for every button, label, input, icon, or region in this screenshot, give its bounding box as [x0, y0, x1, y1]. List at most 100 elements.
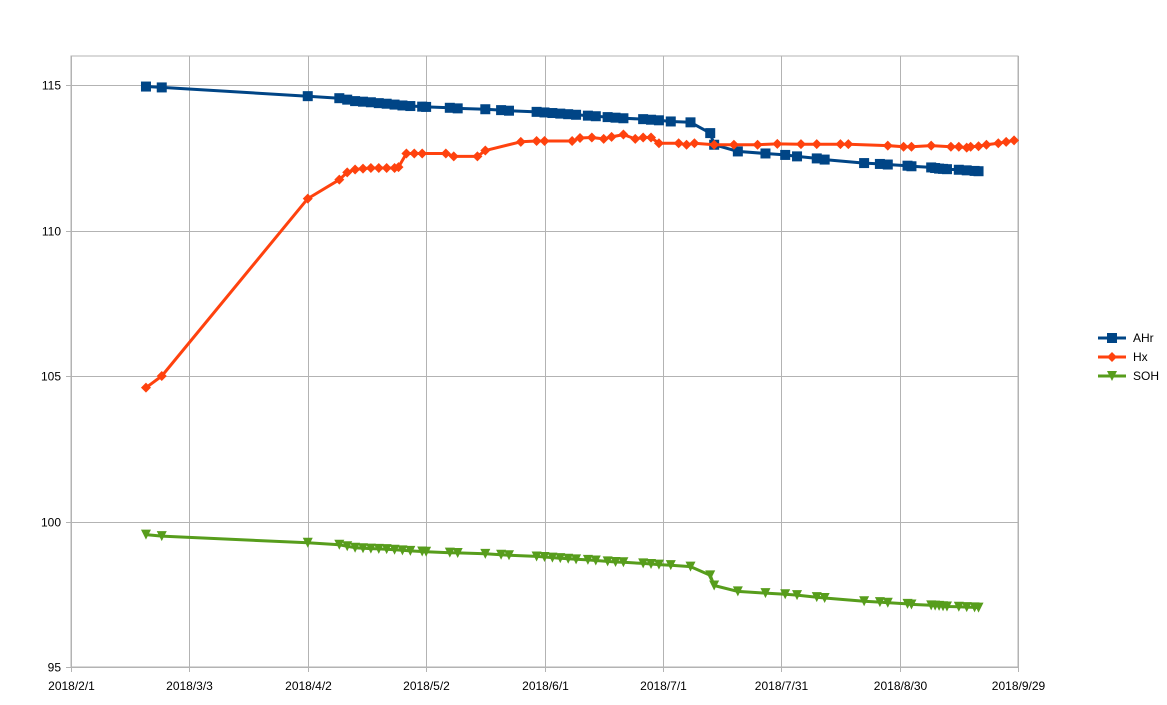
data-point-hx [448, 151, 459, 162]
data-point-hx [646, 132, 657, 143]
data-point-ahr [961, 165, 972, 176]
data-point-hx [882, 140, 893, 151]
data-point-hx [898, 141, 909, 152]
data-point-ahr [480, 104, 491, 115]
data-point-ahr [381, 98, 392, 109]
data-point-hx [993, 138, 1004, 149]
data-point-hx [440, 148, 451, 159]
data-point-hx [401, 148, 412, 159]
data-point-ahr [302, 91, 313, 102]
series-line-ahr [145, 85, 979, 173]
data-point-ahr [882, 159, 893, 170]
data-point-hx [673, 138, 684, 149]
x-tick-label: 2018/3/3 [166, 679, 213, 693]
data-point-hx [417, 148, 428, 159]
data-point-soh [373, 543, 384, 554]
data-point-hx [973, 141, 984, 152]
data-point-ahr [421, 101, 432, 112]
data-point-ahr [602, 112, 613, 123]
data-point-soh [539, 552, 550, 563]
data-point-soh [709, 580, 720, 591]
data-point-ahr [531, 106, 542, 117]
data-point-ahr [780, 149, 791, 160]
data-point-soh [342, 541, 353, 552]
data-point-ahr [906, 161, 917, 172]
data-point-ahr [156, 82, 167, 93]
data-point-ahr [373, 98, 384, 109]
data-point-hx [795, 139, 806, 150]
data-point-soh [452, 547, 463, 558]
data-point-ahr [618, 113, 629, 124]
y-tick-label: 95 [48, 661, 62, 675]
x-tick-label: 2018/6/1 [522, 679, 569, 693]
data-point-soh [140, 529, 151, 540]
data-point-soh [563, 553, 574, 564]
data-point-soh [503, 550, 514, 561]
data-point-ahr [342, 94, 353, 105]
data-point-soh [811, 592, 822, 603]
series-soh [140, 529, 984, 613]
data-point-ahr [953, 164, 964, 175]
data-point-hx [945, 141, 956, 152]
data-point-soh [357, 543, 368, 554]
data-point-soh [302, 537, 313, 548]
data-point-ahr [973, 166, 984, 177]
data-point-soh [405, 545, 416, 556]
data-point-ahr [582, 110, 593, 121]
data-point-hx [638, 132, 649, 143]
data-point-soh [705, 570, 716, 581]
data-point-soh [444, 547, 455, 558]
x-tick-label: 2018/7/1 [640, 679, 687, 693]
data-point-hx [981, 139, 992, 150]
data-point-soh [531, 551, 542, 562]
data-point-ahr [685, 117, 696, 128]
data-point-hx [953, 141, 964, 152]
data-point-soh [618, 557, 629, 568]
data-point-ahr [732, 146, 743, 157]
data-point-hx [835, 139, 846, 150]
data-point-soh [496, 549, 507, 560]
data-point-hx [772, 138, 783, 149]
data-point-soh [665, 560, 676, 571]
legend: AHr Hx SOH [1098, 331, 1159, 383]
data-point-ahr [941, 164, 952, 175]
data-point-soh [792, 590, 803, 601]
legend-swatch-marker [1107, 352, 1117, 362]
data-point-ahr [365, 97, 376, 108]
data-point-soh [590, 555, 601, 566]
data-point-ahr [665, 116, 676, 127]
data-point-ahr [859, 158, 870, 169]
x-tick-label: 2018/2/1 [48, 679, 95, 693]
data-point-soh [646, 559, 657, 570]
data-point-hx [357, 163, 368, 174]
data-point-ahr [452, 103, 463, 114]
data-point-hx [140, 382, 151, 393]
data-point-soh [365, 543, 376, 554]
data-point-ahr [653, 115, 664, 126]
data-point-ahr [503, 105, 514, 116]
data-point-soh [961, 602, 972, 613]
data-point-ahr [397, 100, 408, 111]
data-point-soh [859, 596, 870, 607]
data-point-soh [582, 554, 593, 565]
data-point-soh [602, 556, 613, 567]
y-tick-label: 110 [42, 225, 61, 239]
data-point-ahr [590, 111, 601, 122]
data-point-hx [472, 151, 483, 162]
data-point-ahr [444, 102, 455, 113]
series-line-hx [145, 133, 1015, 389]
data-point-hx [515, 136, 526, 147]
data-point-soh [381, 544, 392, 555]
data-point-hx [709, 139, 720, 150]
data-point-hx [1009, 135, 1020, 146]
data-point-hx [728, 139, 739, 150]
data-point-soh [685, 561, 696, 572]
x-tick-label: 2018/9/29 [992, 679, 1046, 693]
data-point-hx [365, 163, 376, 174]
grid [70, 55, 1019, 668]
axes: 95 100 105 110 115 2018/2/1 2018/3/3 2018/4/2 20… [41, 79, 1046, 694]
data-point-hx [531, 135, 542, 146]
data-point-soh [638, 558, 649, 569]
data-point-soh [653, 559, 664, 570]
data-point-hx [926, 140, 937, 151]
